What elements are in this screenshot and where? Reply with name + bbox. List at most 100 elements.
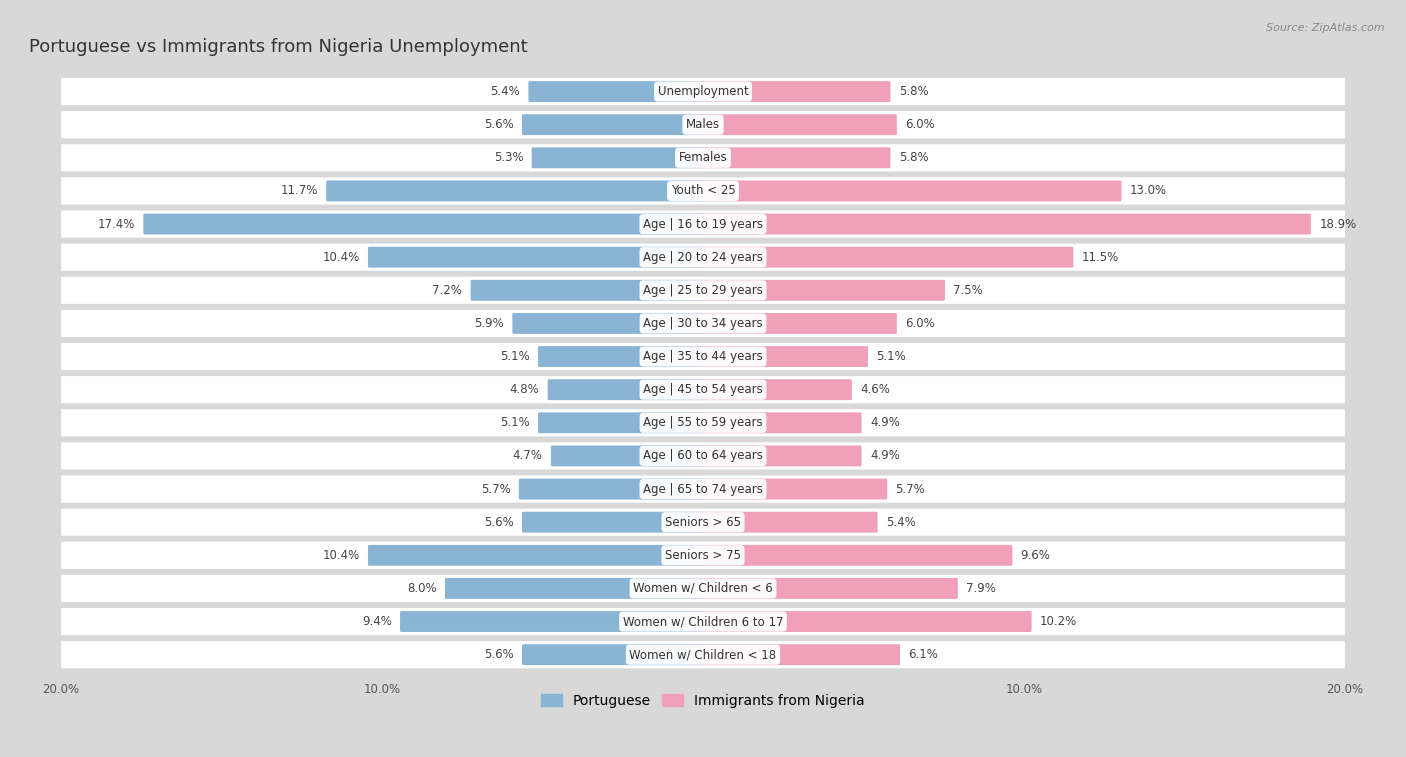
FancyBboxPatch shape bbox=[60, 542, 1346, 569]
Text: 5.7%: 5.7% bbox=[481, 482, 510, 496]
FancyBboxPatch shape bbox=[702, 379, 852, 400]
FancyBboxPatch shape bbox=[368, 247, 704, 268]
Text: 9.6%: 9.6% bbox=[1021, 549, 1050, 562]
FancyBboxPatch shape bbox=[60, 310, 1346, 337]
Legend: Portuguese, Immigrants from Nigeria: Portuguese, Immigrants from Nigeria bbox=[536, 688, 870, 714]
FancyBboxPatch shape bbox=[519, 478, 704, 500]
Text: Age | 60 to 64 years: Age | 60 to 64 years bbox=[643, 450, 763, 463]
FancyBboxPatch shape bbox=[444, 578, 704, 599]
Text: 5.4%: 5.4% bbox=[491, 85, 520, 98]
FancyBboxPatch shape bbox=[60, 410, 1346, 436]
FancyBboxPatch shape bbox=[368, 545, 704, 565]
Text: Age | 20 to 24 years: Age | 20 to 24 years bbox=[643, 251, 763, 263]
Text: 9.4%: 9.4% bbox=[361, 615, 392, 628]
Text: 11.7%: 11.7% bbox=[281, 185, 318, 198]
Text: Youth < 25: Youth < 25 bbox=[671, 185, 735, 198]
FancyBboxPatch shape bbox=[401, 611, 704, 632]
Text: Females: Females bbox=[679, 151, 727, 164]
Text: 13.0%: 13.0% bbox=[1130, 185, 1167, 198]
FancyBboxPatch shape bbox=[702, 114, 897, 135]
FancyBboxPatch shape bbox=[326, 180, 704, 201]
Text: Males: Males bbox=[686, 118, 720, 131]
FancyBboxPatch shape bbox=[60, 641, 1346, 668]
Text: 5.1%: 5.1% bbox=[501, 416, 530, 429]
Text: 6.0%: 6.0% bbox=[905, 118, 935, 131]
Text: 5.6%: 5.6% bbox=[484, 516, 513, 528]
FancyBboxPatch shape bbox=[702, 213, 1310, 235]
FancyBboxPatch shape bbox=[60, 277, 1346, 304]
FancyBboxPatch shape bbox=[60, 210, 1346, 238]
Text: 6.1%: 6.1% bbox=[908, 648, 938, 661]
Text: Age | 45 to 54 years: Age | 45 to 54 years bbox=[643, 383, 763, 396]
FancyBboxPatch shape bbox=[529, 81, 704, 102]
FancyBboxPatch shape bbox=[60, 343, 1346, 370]
Text: 5.7%: 5.7% bbox=[896, 482, 925, 496]
FancyBboxPatch shape bbox=[522, 512, 704, 533]
FancyBboxPatch shape bbox=[60, 145, 1346, 171]
FancyBboxPatch shape bbox=[702, 148, 890, 168]
Text: 18.9%: 18.9% bbox=[1319, 217, 1357, 231]
Text: 4.7%: 4.7% bbox=[513, 450, 543, 463]
Text: Age | 16 to 19 years: Age | 16 to 19 years bbox=[643, 217, 763, 231]
Text: Seniors > 65: Seniors > 65 bbox=[665, 516, 741, 528]
Text: 5.6%: 5.6% bbox=[484, 118, 513, 131]
FancyBboxPatch shape bbox=[702, 346, 868, 367]
Text: 4.8%: 4.8% bbox=[509, 383, 540, 396]
Text: Women w/ Children < 6: Women w/ Children < 6 bbox=[633, 582, 773, 595]
Text: Age | 30 to 34 years: Age | 30 to 34 years bbox=[643, 317, 763, 330]
FancyBboxPatch shape bbox=[60, 244, 1346, 271]
Text: 10.4%: 10.4% bbox=[322, 251, 360, 263]
Text: Age | 65 to 74 years: Age | 65 to 74 years bbox=[643, 482, 763, 496]
Text: 5.8%: 5.8% bbox=[898, 151, 928, 164]
FancyBboxPatch shape bbox=[702, 247, 1073, 268]
Text: Women w/ Children 6 to 17: Women w/ Children 6 to 17 bbox=[623, 615, 783, 628]
FancyBboxPatch shape bbox=[531, 148, 704, 168]
FancyBboxPatch shape bbox=[60, 376, 1346, 403]
Text: 5.3%: 5.3% bbox=[494, 151, 523, 164]
Text: 6.0%: 6.0% bbox=[905, 317, 935, 330]
FancyBboxPatch shape bbox=[143, 213, 704, 235]
FancyBboxPatch shape bbox=[548, 379, 704, 400]
FancyBboxPatch shape bbox=[538, 346, 704, 367]
Text: 4.9%: 4.9% bbox=[870, 450, 900, 463]
Text: 5.1%: 5.1% bbox=[501, 350, 530, 363]
Text: 7.9%: 7.9% bbox=[966, 582, 995, 595]
Text: 17.4%: 17.4% bbox=[97, 217, 135, 231]
FancyBboxPatch shape bbox=[60, 608, 1346, 635]
FancyBboxPatch shape bbox=[702, 578, 957, 599]
FancyBboxPatch shape bbox=[60, 442, 1346, 469]
Text: Women w/ Children < 18: Women w/ Children < 18 bbox=[630, 648, 776, 661]
FancyBboxPatch shape bbox=[522, 644, 704, 665]
FancyBboxPatch shape bbox=[60, 475, 1346, 503]
Text: Age | 35 to 44 years: Age | 35 to 44 years bbox=[643, 350, 763, 363]
FancyBboxPatch shape bbox=[702, 280, 945, 301]
Text: 7.2%: 7.2% bbox=[433, 284, 463, 297]
Text: 10.4%: 10.4% bbox=[322, 549, 360, 562]
Text: 7.5%: 7.5% bbox=[953, 284, 983, 297]
FancyBboxPatch shape bbox=[522, 114, 704, 135]
Text: Source: ZipAtlas.com: Source: ZipAtlas.com bbox=[1267, 23, 1385, 33]
Text: Age | 25 to 29 years: Age | 25 to 29 years bbox=[643, 284, 763, 297]
Text: 4.6%: 4.6% bbox=[860, 383, 890, 396]
Text: 4.9%: 4.9% bbox=[870, 416, 900, 429]
FancyBboxPatch shape bbox=[702, 512, 877, 533]
FancyBboxPatch shape bbox=[702, 545, 1012, 565]
FancyBboxPatch shape bbox=[551, 446, 704, 466]
FancyBboxPatch shape bbox=[538, 413, 704, 433]
Text: Unemployment: Unemployment bbox=[658, 85, 748, 98]
FancyBboxPatch shape bbox=[702, 644, 900, 665]
Text: 8.0%: 8.0% bbox=[406, 582, 437, 595]
FancyBboxPatch shape bbox=[471, 280, 704, 301]
Text: 10.2%: 10.2% bbox=[1040, 615, 1077, 628]
FancyBboxPatch shape bbox=[60, 78, 1346, 105]
FancyBboxPatch shape bbox=[60, 177, 1346, 204]
FancyBboxPatch shape bbox=[702, 413, 862, 433]
Text: 5.6%: 5.6% bbox=[484, 648, 513, 661]
Text: 5.9%: 5.9% bbox=[474, 317, 503, 330]
Text: Seniors > 75: Seniors > 75 bbox=[665, 549, 741, 562]
Text: 5.1%: 5.1% bbox=[876, 350, 905, 363]
FancyBboxPatch shape bbox=[702, 313, 897, 334]
FancyBboxPatch shape bbox=[60, 111, 1346, 139]
Text: 5.8%: 5.8% bbox=[898, 85, 928, 98]
FancyBboxPatch shape bbox=[702, 478, 887, 500]
